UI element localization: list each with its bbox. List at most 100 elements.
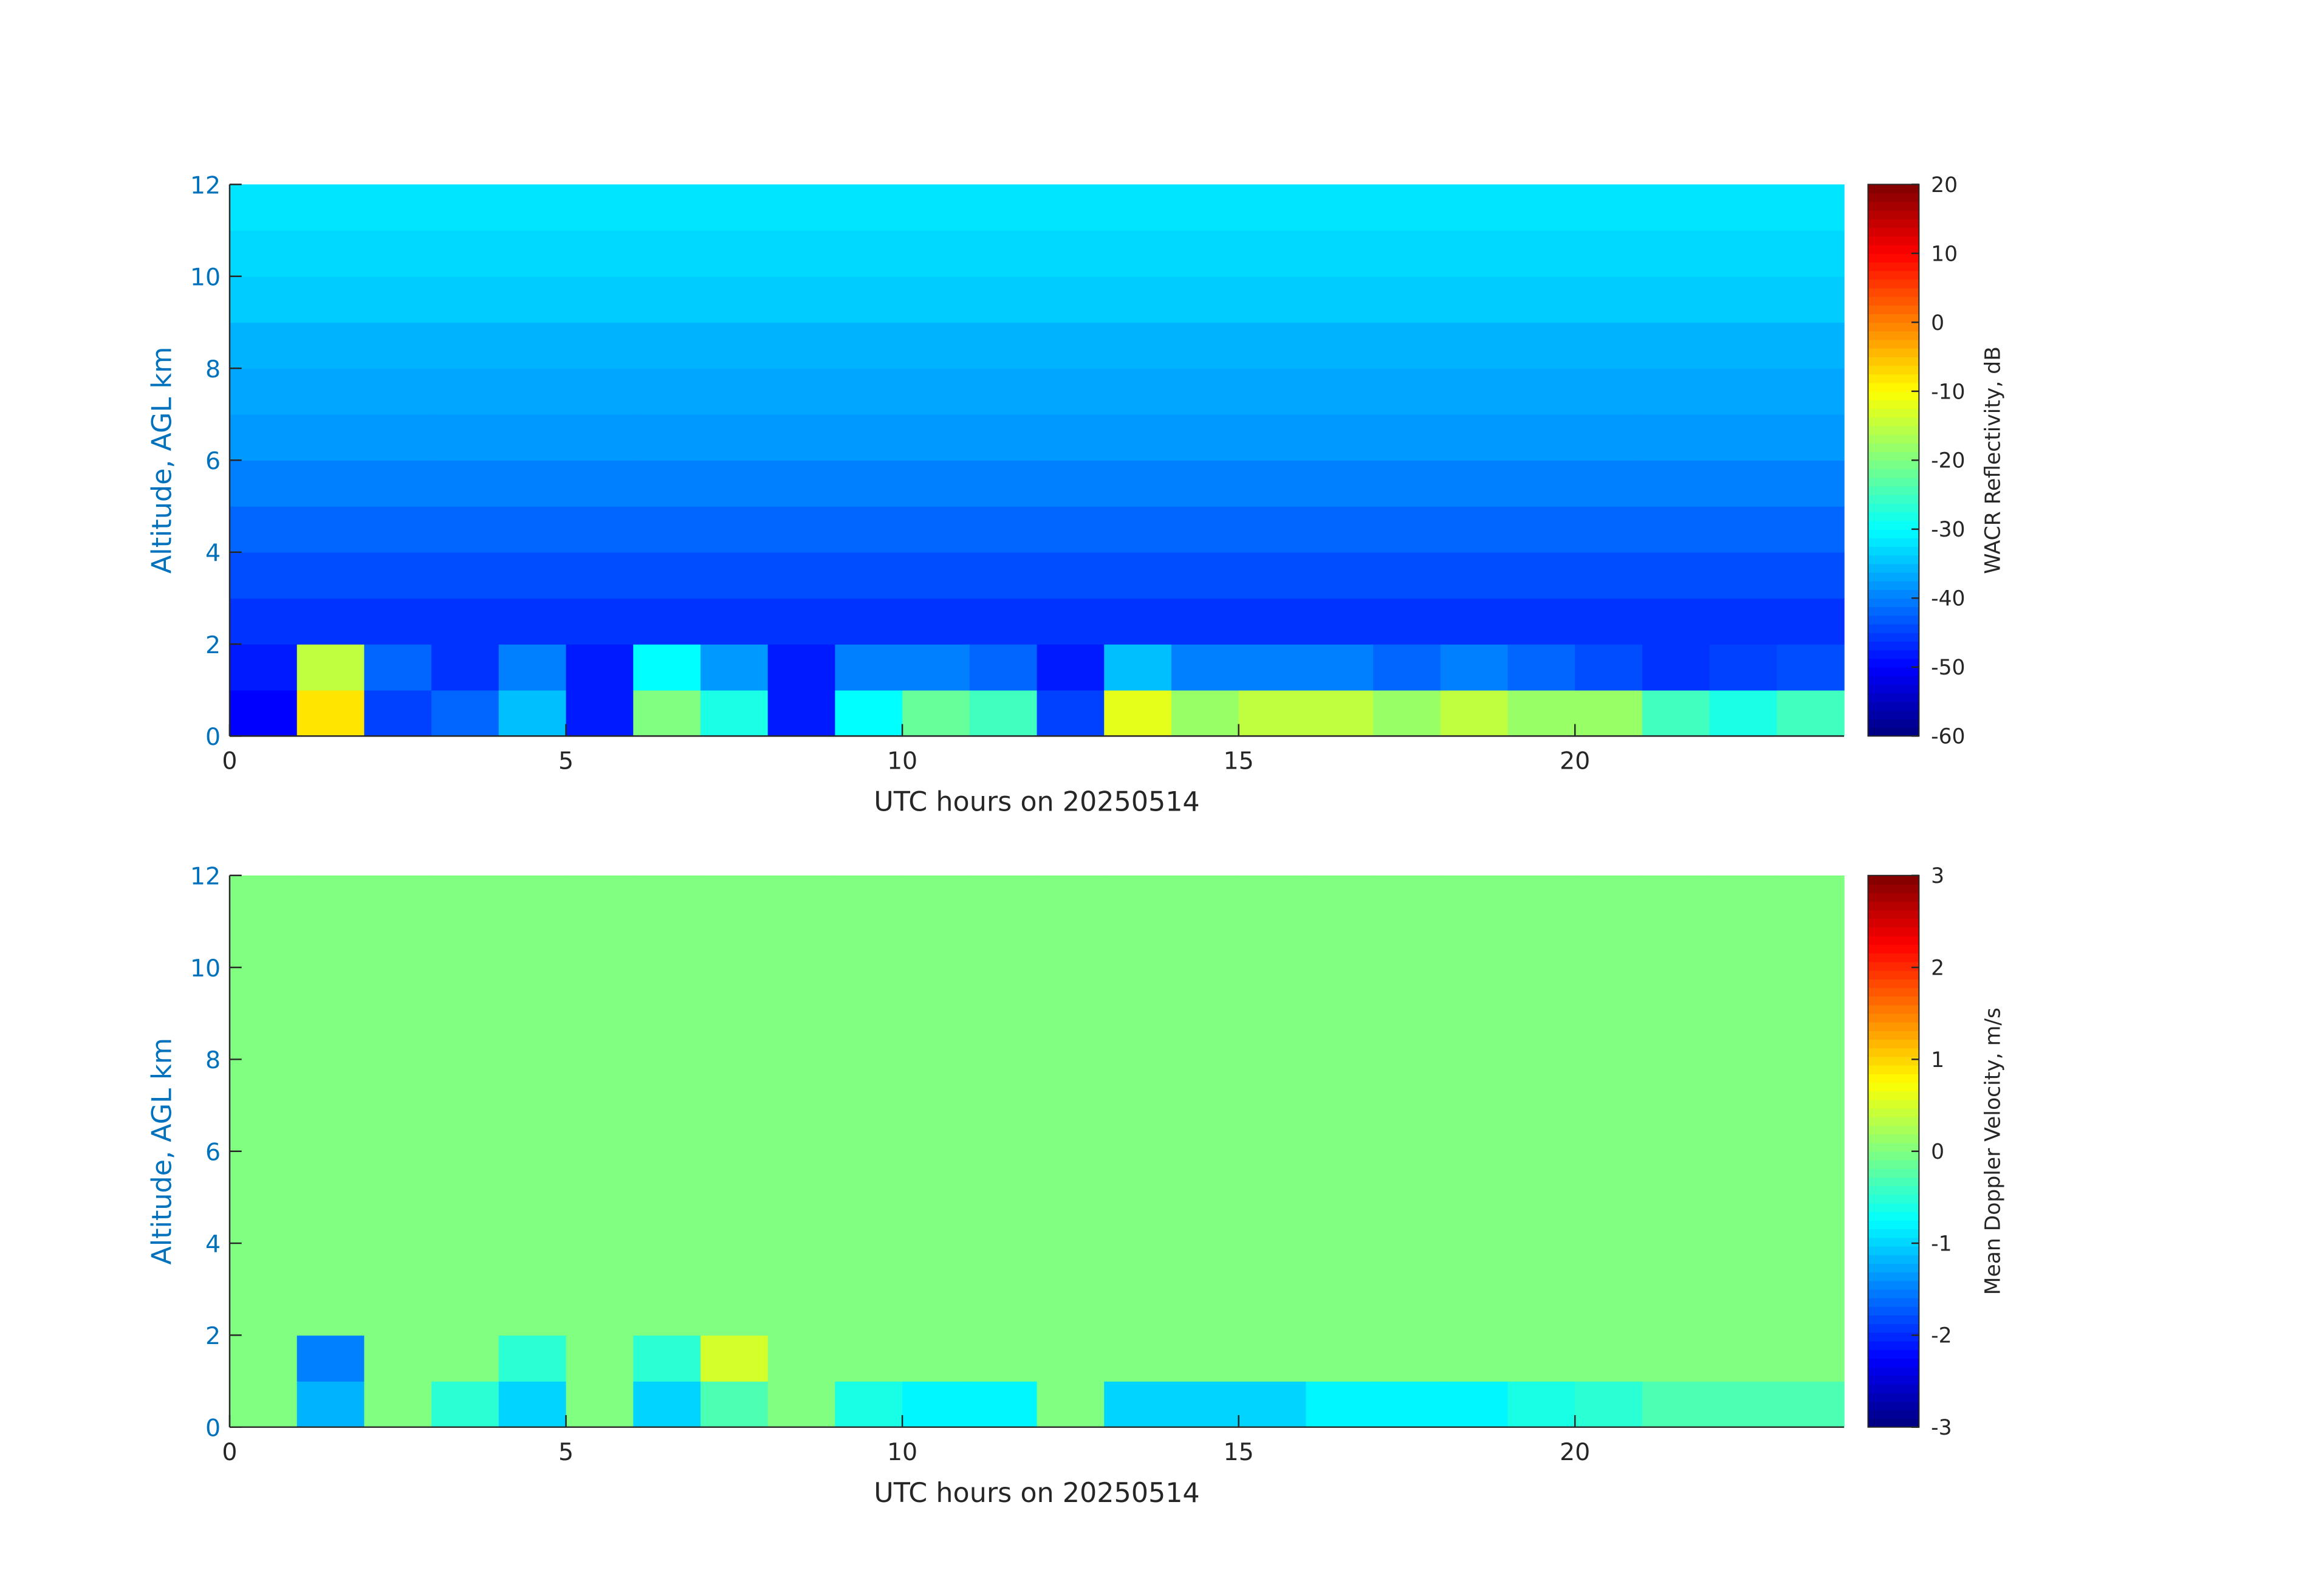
heatmap-cell: [1238, 1243, 1307, 1290]
colorbar-swatch: [1868, 400, 1919, 410]
heatmap-cell: [633, 921, 701, 968]
heatmap-cell: [364, 230, 432, 277]
heatmap-cell: [364, 921, 432, 968]
heatmap-cell: [1306, 921, 1374, 968]
heatmap-cell: [1440, 1059, 1509, 1106]
heatmap-cell: [633, 552, 701, 599]
colorbar-swatch: [1868, 1392, 1919, 1402]
heatmap-cell: [767, 690, 836, 737]
colorbar-swatch: [1868, 693, 1919, 702]
colorbar-swatch: [1868, 927, 1919, 936]
heatmap-cell: [431, 1151, 499, 1198]
heatmap-cell: [1373, 1197, 1441, 1244]
heatmap-cell: [1440, 598, 1509, 645]
heatmap-cell: [1373, 1059, 1441, 1106]
heatmap-cell: [1507, 552, 1575, 599]
heatmap-cell: [1440, 1381, 1509, 1428]
heatmap-cell: [1104, 552, 1172, 599]
heatmap-cell: [1575, 1335, 1643, 1382]
colorbar-swatch: [1868, 944, 1919, 954]
heatmap-cell: [296, 598, 365, 645]
colorbar-swatch: [1868, 1099, 1919, 1109]
heatmap-cell: [700, 414, 769, 461]
heatmap-cell: [1037, 552, 1105, 599]
colorbar-swatch: [1868, 331, 1919, 340]
heatmap-cell: [296, 644, 365, 691]
colorbar-swatch: [1868, 1159, 1919, 1169]
heatmap-cell: [1171, 1197, 1239, 1244]
colorbar-swatch: [1868, 650, 1919, 659]
heatmap-cell: [1171, 1243, 1239, 1290]
heatmap-cell: [1171, 552, 1239, 599]
heatmap-cell: [1709, 875, 1778, 922]
heatmap-cell: [633, 368, 701, 415]
colorbar-swatch: [1868, 1021, 1919, 1031]
heatmap-cell: [1037, 1197, 1105, 1244]
heatmap-cell: [700, 1243, 769, 1290]
colorbar-swatch: [1868, 979, 1919, 988]
heatmap-cell: [1306, 1013, 1374, 1060]
heatmap-cell: [835, 184, 903, 231]
heatmap-cell: [1642, 967, 1710, 1014]
heatmap-cell: [431, 967, 499, 1014]
heatmap-cell: [1440, 368, 1509, 415]
heatmap-cell: [1507, 921, 1575, 968]
heatmap-cell: [498, 414, 567, 461]
heatmap-cell: [1037, 1105, 1105, 1152]
colorbar-swatch: [1868, 606, 1919, 616]
colorbar-swatch: [1868, 987, 1919, 997]
y-tick-label: 10: [190, 264, 221, 292]
colorbar-swatch: [1868, 953, 1919, 962]
heatmap-cell: [1575, 1013, 1643, 1060]
heatmap-cell: [1306, 184, 1374, 231]
heatmap-cell: [1373, 875, 1441, 922]
heatmap-cell: [498, 552, 567, 599]
heatmap-cell: [700, 322, 769, 369]
heatmap-cell: [1238, 460, 1307, 507]
heatmap-cell: [767, 322, 836, 369]
heatmap-cell: [633, 506, 701, 553]
colorbar-swatch: [1868, 1074, 1919, 1083]
colorbar-swatch: [1868, 555, 1919, 564]
heatmap-cell: [229, 690, 298, 737]
heatmap-cell: [1373, 921, 1441, 968]
heatmap-cell: [835, 644, 903, 691]
heatmap-cell: [633, 690, 701, 737]
heatmap-cell: [969, 460, 1038, 507]
heatmap-cell: [1171, 1289, 1239, 1336]
heatmap-cell: [498, 644, 567, 691]
heatmap-cell: [700, 460, 769, 507]
heatmap-cell: [1440, 1105, 1509, 1152]
heatmap-cell: [1104, 875, 1172, 922]
heatmap-cell: [767, 506, 836, 553]
heatmap-cell: [1507, 1335, 1575, 1382]
heatmap-cell: [902, 1381, 970, 1428]
heatmap-cell: [1575, 1105, 1643, 1152]
y-tick-label: 6: [205, 1139, 221, 1167]
heatmap-cell: [1306, 460, 1374, 507]
heatmap-cell: [296, 506, 365, 553]
heatmap-cell: [1037, 414, 1105, 461]
heatmap-cell: [633, 460, 701, 507]
heatmap-cell: [229, 598, 298, 645]
heatmap-cell: [431, 875, 499, 922]
colorbar-swatch: [1868, 1004, 1919, 1014]
heatmap-cell: [1373, 1381, 1441, 1428]
heatmap-cell: [566, 1289, 634, 1336]
colorbar-swatch: [1868, 374, 1919, 383]
heatmap-cell: [1171, 184, 1239, 231]
heatmap-cell: [700, 875, 769, 922]
colorbar-swatch: [1868, 718, 1919, 728]
heatmap-cell: [700, 1059, 769, 1106]
heatmap-cell: [296, 690, 365, 737]
heatmap-cell: [1373, 1335, 1441, 1382]
colorbar-swatch: [1868, 357, 1919, 366]
heatmap-cell: [1440, 1197, 1509, 1244]
heatmap-cell: [498, 875, 567, 922]
heatmap-cell: [1104, 690, 1172, 737]
heatmap-cell: [1440, 1335, 1509, 1382]
heatmap-cell: [835, 460, 903, 507]
colorbar-swatch: [1868, 581, 1919, 590]
heatmap-cell: [767, 644, 836, 691]
heatmap-cell: [1575, 322, 1643, 369]
